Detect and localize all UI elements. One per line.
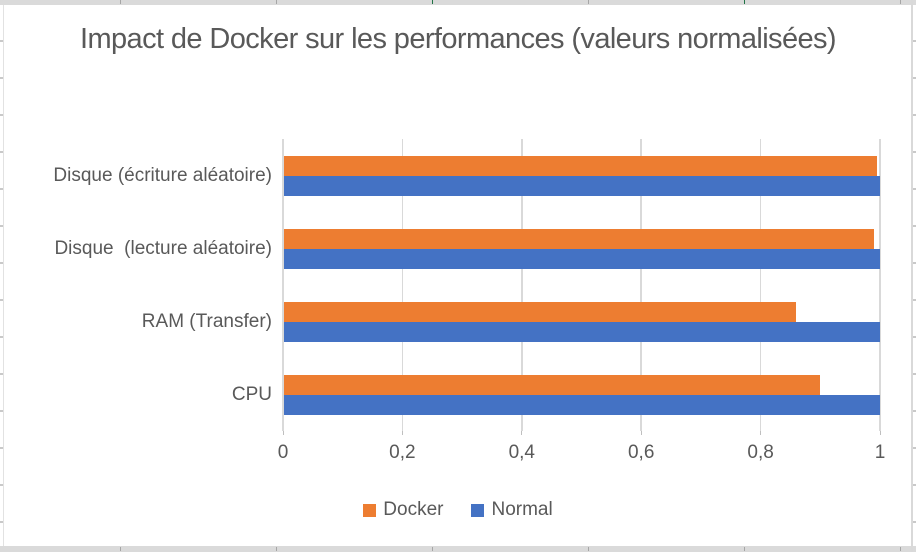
x-tick-label: 0,6 xyxy=(627,442,655,463)
x-tick-label: 0,8 xyxy=(747,442,774,463)
spreadsheet-bottom-edge xyxy=(0,546,916,552)
legend-item-normal: Normal xyxy=(471,499,553,520)
chart-title: Impact de Docker sur les performances (v… xyxy=(80,23,837,55)
column-boundary-tick xyxy=(744,0,745,4)
column-boundary-tick xyxy=(588,547,589,551)
category-label: Disque (lecture aléatoire) xyxy=(54,237,272,259)
bar-normal xyxy=(284,321,880,342)
chart-legend: Docker Normal xyxy=(0,499,916,521)
column-boundary-tick xyxy=(120,0,121,4)
chart-object[interactable] xyxy=(4,5,911,546)
column-boundary-tick xyxy=(900,0,901,4)
spreadsheet-top-edge xyxy=(0,0,916,5)
category-label: CPU xyxy=(231,383,272,405)
axis-tick xyxy=(760,431,762,435)
spreadsheet-left-row-gridlines xyxy=(0,5,3,546)
spreadsheet-left-gridline xyxy=(3,5,4,546)
bar-docker xyxy=(284,228,875,249)
column-boundary-tick xyxy=(276,547,277,551)
bar-docker xyxy=(284,301,797,322)
axis-tick xyxy=(401,431,403,435)
bar-normal xyxy=(284,248,880,269)
x-tick-label: 0 xyxy=(277,442,289,463)
column-boundary-tick xyxy=(120,547,121,551)
legend-swatch-docker xyxy=(363,503,377,517)
x-tick-label: 0,2 xyxy=(389,442,416,463)
axis-tick xyxy=(521,431,523,435)
category-label: RAM (Transfer) xyxy=(141,310,272,332)
bar-docker xyxy=(284,155,877,176)
x-tick-label: 1 xyxy=(874,442,886,463)
gridline xyxy=(759,139,762,431)
axis-tick xyxy=(640,431,642,435)
column-boundary-tick xyxy=(588,0,589,4)
column-boundary-tick xyxy=(744,547,745,551)
x-tick-label: 0,4 xyxy=(508,442,535,463)
legend-label-normal: Normal xyxy=(491,499,553,520)
axis-tick xyxy=(282,431,284,435)
bar-normal xyxy=(284,175,880,196)
bar-normal xyxy=(284,394,880,415)
column-boundary-tick xyxy=(900,547,901,551)
spreadsheet-right-row-gridlines xyxy=(913,5,916,546)
column-boundary-tick xyxy=(432,0,433,4)
gridline xyxy=(640,139,642,431)
legend-swatch-normal xyxy=(471,503,485,517)
column-boundary-tick xyxy=(276,0,277,4)
spreadsheet-right-gridline xyxy=(911,0,913,552)
legend-item-docker: Docker xyxy=(363,500,443,520)
category-axis-line xyxy=(282,139,284,431)
column-boundary-tick xyxy=(432,547,433,551)
legend-label-docker: Docker xyxy=(383,499,444,520)
axis-tick xyxy=(879,431,881,435)
gridline xyxy=(401,139,404,431)
gridline xyxy=(521,139,523,431)
category-label: Disque (écriture aléatoire) xyxy=(53,164,272,186)
bar-docker xyxy=(284,374,821,395)
gridline xyxy=(879,139,881,431)
